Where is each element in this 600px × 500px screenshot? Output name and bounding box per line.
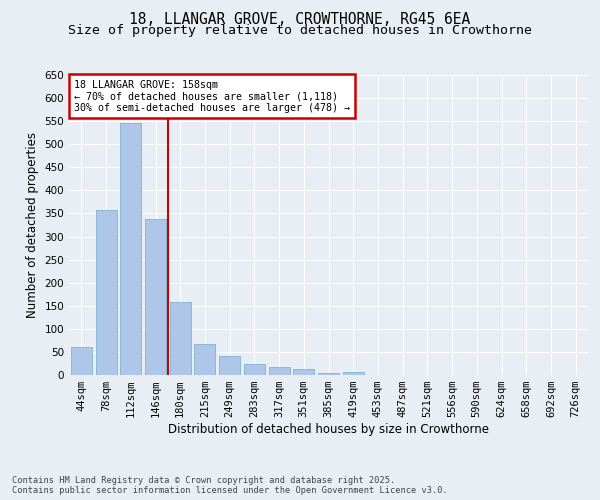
- Bar: [71, 348, 92, 375]
- Bar: [194, 344, 215, 375]
- Text: 18 LLANGAR GROVE: 158sqm
← 70% of detached houses are smaller (1,118)
30% of sem: 18 LLANGAR GROVE: 158sqm ← 70% of detach…: [74, 80, 350, 112]
- Bar: [145, 219, 166, 375]
- Bar: [170, 302, 191, 375]
- Bar: [269, 366, 290, 375]
- X-axis label: Distribution of detached houses by size in Crowthorne: Distribution of detached houses by size …: [168, 423, 489, 436]
- Bar: [95, 210, 116, 375]
- Y-axis label: Number of detached properties: Number of detached properties: [26, 132, 39, 318]
- Bar: [120, 124, 141, 375]
- Bar: [244, 364, 265, 375]
- Text: 18, LLANGAR GROVE, CROWTHORNE, RG45 6EA: 18, LLANGAR GROVE, CROWTHORNE, RG45 6EA: [130, 12, 470, 28]
- Bar: [318, 372, 339, 375]
- Text: Contains HM Land Registry data © Crown copyright and database right 2025.: Contains HM Land Registry data © Crown c…: [12, 476, 395, 485]
- Text: Contains public sector information licensed under the Open Government Licence v3: Contains public sector information licen…: [12, 486, 448, 495]
- Bar: [219, 356, 240, 375]
- Text: Size of property relative to detached houses in Crowthorne: Size of property relative to detached ho…: [68, 24, 532, 37]
- Bar: [293, 368, 314, 375]
- Bar: [343, 372, 364, 375]
